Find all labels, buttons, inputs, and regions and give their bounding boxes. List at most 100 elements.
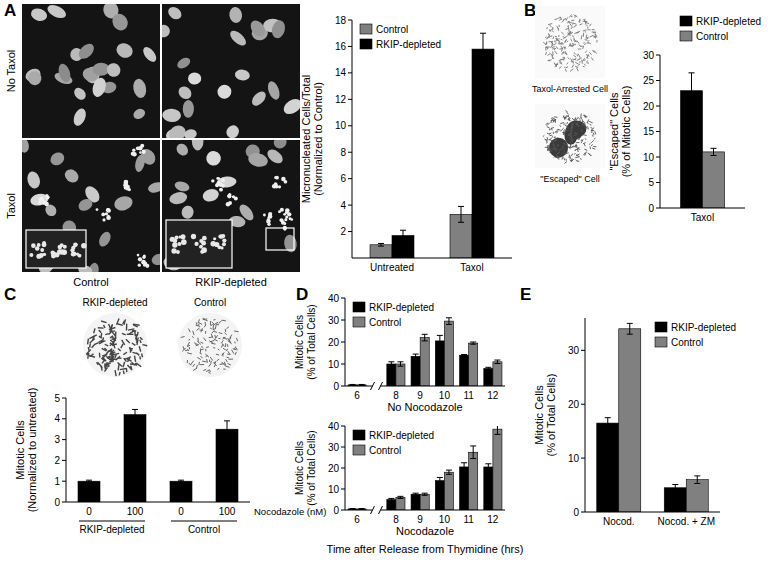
- chromatin: [96, 208, 99, 211]
- chromosome: [547, 127, 550, 128]
- category-label: 0: [86, 506, 92, 517]
- chromosome: [551, 35, 553, 37]
- chromosome: [567, 112, 569, 114]
- chromosome: [559, 67, 561, 69]
- y-axis-title: (% of Total Cells): [306, 430, 317, 505]
- error-bar: [458, 206, 464, 222]
- error-cap: [413, 358, 419, 359]
- chromosome: [563, 47, 566, 48]
- error-bar: [400, 230, 406, 241]
- chromosome: [554, 140, 556, 141]
- chromosome: [583, 124, 586, 126]
- y-tick: [581, 404, 585, 405]
- chromosome: [545, 36, 546, 38]
- bars: [348, 426, 502, 510]
- error-bar: [86, 480, 92, 482]
- chromosome: [590, 124, 592, 126]
- chromatin: [218, 182, 222, 186]
- nucleus: [265, 147, 285, 166]
- chromosome: [549, 133, 551, 135]
- chromosome: [585, 152, 587, 156]
- chromosome: [192, 336, 193, 338]
- y-tick-label: 10: [335, 120, 347, 131]
- chromatin: [268, 214, 272, 218]
- error-cap: [461, 462, 467, 463]
- chromosome: [197, 357, 201, 359]
- chromosome: [574, 153, 576, 155]
- chromosome: [558, 43, 559, 44]
- error-line: [464, 463, 465, 471]
- chromosome: [201, 356, 203, 357]
- chromosome: [585, 43, 586, 45]
- chromosome: [105, 344, 109, 345]
- chromatin: [107, 215, 110, 218]
- legend-label: Control: [369, 445, 401, 456]
- error-cap: [446, 474, 452, 475]
- chromosome: [549, 129, 550, 131]
- chromosome: [557, 40, 560, 42]
- chromosome: [569, 44, 571, 46]
- chromosome: [546, 47, 549, 49]
- chromosome: [92, 344, 95, 348]
- chromosome: [546, 123, 549, 125]
- y-tick: [348, 20, 352, 21]
- chromatin: [278, 210, 281, 213]
- chromatin: [72, 252, 77, 257]
- chromosome: [226, 359, 228, 362]
- y-tick-label: 0: [333, 381, 339, 392]
- chromosome: [575, 117, 576, 121]
- chromosome: [570, 58, 571, 59]
- error-line: [424, 334, 425, 341]
- error-cap: [224, 437, 230, 438]
- y-tick: [348, 152, 352, 153]
- bar: [444, 472, 453, 510]
- chromosome: [559, 59, 563, 61]
- chromosome: [571, 16, 573, 18]
- chromosome: [574, 134, 577, 136]
- chromosome: [565, 51, 567, 55]
- nucleus: [48, 150, 67, 168]
- error-cap: [388, 361, 394, 362]
- error-bar: [494, 426, 500, 434]
- nucleus: [109, 11, 130, 33]
- y-tick: [62, 481, 66, 482]
- chromosome: [556, 46, 558, 49]
- bar: [460, 467, 469, 510]
- nucleus: [248, 18, 268, 40]
- panel-letter: A: [4, 1, 16, 20]
- chromosome: [554, 131, 556, 133]
- error-cap: [672, 484, 678, 485]
- nucleus: [29, 192, 49, 207]
- chromosome: [210, 361, 212, 364]
- chromosome: [195, 342, 196, 344]
- chart: 24681012141618UntreatedTaxolMicronucleat…: [300, 15, 512, 274]
- panel-letter: C: [4, 285, 16, 304]
- bar: [78, 481, 100, 502]
- error-bar: [388, 362, 394, 366]
- error-cap: [350, 508, 356, 509]
- chromosome: [576, 155, 579, 157]
- chromosome: [189, 347, 191, 349]
- error-cap: [422, 340, 428, 341]
- chromosome: [583, 121, 585, 125]
- chromatin: [284, 218, 287, 221]
- chromosome: [224, 362, 225, 366]
- chromosome: [198, 323, 199, 326]
- nucleus: [234, 69, 250, 82]
- chromosome: [591, 144, 592, 146]
- chromosome: [579, 19, 580, 23]
- nucleus: [97, 230, 113, 249]
- image-label: "Escaped" Cell: [540, 174, 599, 184]
- nucleus: [271, 140, 289, 151]
- bar: [444, 321, 453, 386]
- nucleus: [22, 140, 30, 154]
- chromosome: [552, 117, 555, 119]
- chromosome: [547, 48, 548, 50]
- chromatin: [40, 197, 44, 201]
- chromosome: [189, 339, 190, 341]
- chromosome: [553, 142, 555, 146]
- chromosome: [211, 334, 213, 338]
- y-axis-title: (% of Mitotic Cells): [620, 86, 632, 178]
- error-line: [497, 426, 498, 434]
- chromatin: [50, 251, 55, 256]
